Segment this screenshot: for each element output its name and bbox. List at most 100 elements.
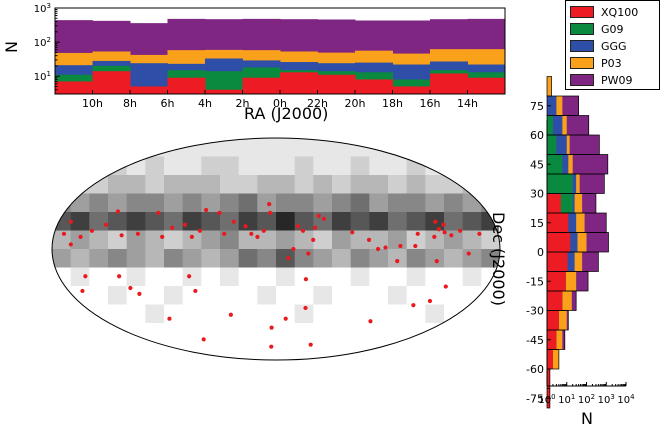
sky-map-tiles: [52, 138, 500, 360]
sky-map-cell: [201, 267, 221, 287]
sky-map-cell: [126, 341, 146, 360]
sky-map-cell: [70, 138, 90, 158]
sky-map-cell: [350, 249, 370, 269]
sky-map-cell: [126, 304, 146, 324]
sky-map-point: [306, 251, 311, 256]
sky-map-cell: [164, 267, 184, 287]
sky-map-cell: [52, 175, 72, 195]
sky-map-point: [321, 216, 327, 221]
sky-map-cell: [145, 267, 165, 287]
sky-map-cell: [257, 193, 277, 213]
sky-map-point: [286, 256, 291, 261]
sky-map-cell: [462, 156, 482, 176]
sky-map-cell: [52, 341, 72, 360]
sky-map-cell: [313, 304, 333, 324]
ra-x-tick-label: 2h: [236, 97, 250, 110]
sky-map-point: [68, 242, 73, 247]
sky-map-cell: [238, 323, 258, 343]
sky-map-cell: [369, 249, 389, 269]
sky-map-cell: [276, 156, 296, 176]
sky-map-point: [160, 234, 165, 239]
dec-x-tick-label: 101: [558, 393, 575, 406]
sky-map-cell: [406, 230, 426, 250]
sky-map-cell: [164, 138, 184, 158]
legend-label-xq100: XQ100: [601, 5, 639, 19]
sky-map-cell: [201, 304, 221, 324]
sky-map-cell: [444, 138, 464, 158]
sky-map-cell: [164, 175, 184, 195]
sky-map-point: [375, 246, 381, 252]
legend-item-p03: P03: [570, 56, 622, 70]
sky-map-cell: [257, 286, 277, 306]
sky-map-point: [303, 277, 309, 282]
sky-map-point: [204, 207, 209, 213]
sky-map-cell: [313, 193, 333, 213]
sky-map-cell: [388, 156, 408, 176]
sky-map-cell: [70, 286, 90, 306]
sky-map-cell: [406, 193, 426, 213]
sky-map-cell: [444, 341, 464, 360]
sky-map-cell: [108, 323, 128, 343]
sky-map-cell: [462, 304, 482, 324]
right-n-axis-label: N: [581, 409, 593, 428]
sky-map-point: [231, 219, 236, 224]
sky-map-cell: [145, 286, 165, 306]
sky-map-cell: [369, 267, 389, 287]
ra-x-tick-label: 6h: [161, 97, 175, 110]
sky-map-cell: [70, 249, 90, 269]
sky-map-point: [269, 325, 274, 330]
sky-map-cell: [350, 267, 370, 287]
sky-map-point: [383, 245, 388, 250]
sky-map-cell: [294, 323, 314, 343]
sky-map-cell: [70, 341, 90, 360]
sky-map-cell: [70, 175, 90, 195]
sky-map-cell: [220, 249, 240, 269]
sky-map-border: [51, 137, 501, 361]
sky-map-cell: [276, 230, 296, 250]
sky-map-point: [187, 274, 192, 279]
sky-map-cell: [276, 138, 296, 158]
sky-map-point: [427, 298, 433, 304]
dec-y-tick-label: -60: [526, 363, 544, 376]
sky-map-point: [477, 231, 482, 236]
sky-map-cell: [276, 341, 296, 360]
ra-y-tick-label: 101: [34, 70, 51, 83]
sky-map-cell: [238, 230, 258, 250]
sky-map: [51, 137, 501, 361]
sky-map-cell: [406, 341, 426, 360]
sky-map-cell: [238, 267, 258, 287]
dec-y-tick-label: 0: [537, 246, 544, 259]
sky-map-point: [228, 312, 233, 317]
sky-map-point: [255, 234, 260, 239]
sky-map-cell: [164, 156, 184, 176]
sky-map-cell: [126, 175, 146, 195]
sky-map-cell: [369, 230, 389, 250]
sky-map-cell: [182, 212, 202, 232]
sky-map-cell: [220, 323, 240, 343]
ra-bar-xq100: [92, 71, 131, 94]
dec-bar-xq100: [547, 349, 553, 369]
legend-item-g09: G09: [570, 22, 624, 36]
sky-map-cell: [425, 138, 445, 158]
legend-label-p03: P03: [601, 56, 622, 70]
sky-map-cell: [52, 230, 72, 250]
sky-map-cell: [444, 286, 464, 306]
sky-map-cell: [369, 212, 389, 232]
sky-map-point: [291, 246, 296, 252]
sky-map-cell: [220, 212, 240, 232]
sky-map-cell: [276, 212, 296, 232]
sky-map-cell: [481, 249, 500, 269]
sky-map-cell: [238, 193, 258, 213]
sky-map-cell: [201, 212, 221, 232]
sky-map-cell: [89, 286, 109, 306]
sky-map-cell: [220, 286, 240, 306]
sky-map-cell: [182, 193, 202, 213]
sky-map-cell: [238, 341, 258, 360]
sky-map-cell: [332, 156, 352, 176]
sky-map-point: [449, 233, 454, 238]
legend-label-pw09: PW09: [601, 73, 633, 87]
sky-map-point: [156, 210, 161, 215]
sky-map-cell: [462, 323, 482, 343]
sky-map-cell: [294, 249, 314, 269]
ra-x-tick-label: 22h: [307, 97, 328, 110]
